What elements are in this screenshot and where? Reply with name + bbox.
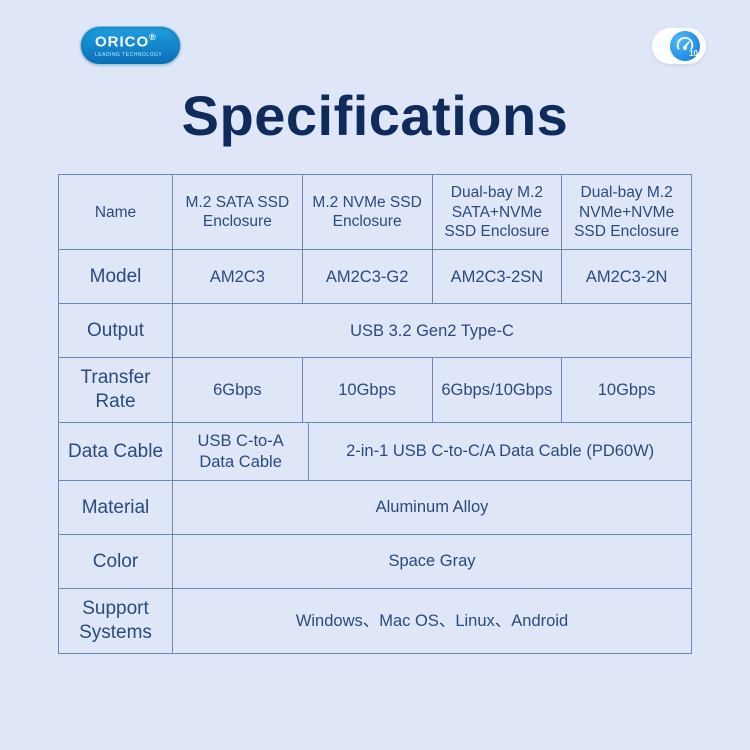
cable-col-1: USB C-to-A Data Cable [173, 423, 309, 480]
material-value: Aluminum Alloy [173, 481, 691, 534]
name-col-3: Dual-bay M.2 SATA+NVMe SSD Enclosure [433, 175, 563, 249]
row-output: Output USB 3.2 Gen2 Type-C [59, 304, 691, 358]
label-cable: Data Cable [59, 423, 173, 480]
brand-tagline: LEADING TECHNOLOGY [95, 52, 162, 58]
label-systems: Support Systems [59, 589, 173, 653]
brand-name: ORICO [95, 33, 149, 50]
label-output: Output [59, 304, 173, 357]
transfer-col-1: 6Gbps [173, 358, 303, 422]
row-name: Name M.2 SATA SSD Enclosure M.2 NVMe SSD… [59, 175, 691, 250]
model-col-1: AM2C3 [173, 250, 303, 303]
model-col-2: AM2C3-G2 [303, 250, 433, 303]
name-col-4: Dual-bay M.2 NVMe+NVMe SSD Enclosure [562, 175, 691, 249]
row-transfer: Transfer Rate 6Gbps 10Gbps 6Gbps/10Gbps … [59, 358, 691, 423]
speed-badge: 10 [652, 28, 706, 64]
label-color: Color [59, 535, 173, 588]
label-name: Name [59, 175, 173, 249]
transfer-col-3: 6Gbps/10Gbps [433, 358, 563, 422]
model-col-4: AM2C3-2N [562, 250, 691, 303]
label-transfer: Transfer Rate [59, 358, 173, 422]
cable-col-rest: 2-in-1 USB C-to-C/A Data Cable (PD60W) [309, 423, 691, 480]
brand-logo: ORICO® LEADING TECHNOLOGY [80, 26, 181, 65]
transfer-col-4: 10Gbps [562, 358, 691, 422]
name-col-1: M.2 SATA SSD Enclosure [173, 175, 303, 249]
row-material: Material Aluminum Alloy [59, 481, 691, 535]
systems-value: Windows、Mac OS、Linux、Android [173, 589, 691, 653]
row-model: Model AM2C3 AM2C3-G2 AM2C3-2SN AM2C3-2N [59, 250, 691, 304]
speed-badge-number: 10 [689, 49, 698, 58]
brand-registered: ® [149, 32, 157, 42]
label-model: Model [59, 250, 173, 303]
transfer-col-2: 10Gbps [303, 358, 433, 422]
page-title: Specifications [0, 83, 750, 148]
label-material: Material [59, 481, 173, 534]
name-col-2: M.2 NVMe SSD Enclosure [303, 175, 433, 249]
specifications-table: Name M.2 SATA SSD Enclosure M.2 NVMe SSD… [58, 174, 692, 653]
row-color: Color Space Gray [59, 535, 691, 589]
speed-badge-icon: 10 [670, 31, 700, 61]
model-col-3: AM2C3-2SN [433, 250, 563, 303]
row-systems: Support Systems Windows、Mac OS、Linux、And… [59, 589, 691, 653]
color-value: Space Gray [173, 535, 691, 588]
row-cable: Data Cable USB C-to-A Data Cable 2-in-1 … [59, 423, 691, 481]
output-value: USB 3.2 Gen2 Type-C [173, 304, 691, 357]
